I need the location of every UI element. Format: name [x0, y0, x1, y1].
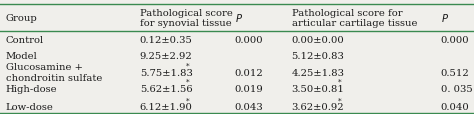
Text: 0.12±0.35: 0.12±0.35	[140, 35, 193, 44]
Text: 0. 035: 0. 035	[441, 84, 473, 93]
Text: 6.12±1.90: 6.12±1.90	[140, 102, 193, 111]
Text: Control: Control	[6, 35, 44, 44]
Text: 3.62±0.92: 3.62±0.92	[292, 102, 344, 111]
Text: Glucosamine +
chondroitin sulfate: Glucosamine + chondroitin sulfate	[6, 63, 102, 82]
Text: 0.043: 0.043	[235, 102, 264, 111]
Text: $\it{P}$: $\it{P}$	[235, 12, 243, 24]
Text: 0.000: 0.000	[235, 35, 263, 44]
Text: 0.000: 0.000	[441, 35, 469, 44]
Text: High-dose: High-dose	[6, 84, 57, 93]
Text: 0.00±0.00: 0.00±0.00	[292, 35, 344, 44]
Text: Model: Model	[6, 51, 37, 60]
Text: *: *	[337, 78, 341, 86]
Text: Low-dose: Low-dose	[6, 102, 54, 111]
Text: Group: Group	[6, 14, 37, 23]
Text: 9.25±2.92: 9.25±2.92	[140, 51, 192, 60]
Text: 0.019: 0.019	[235, 84, 264, 93]
Text: 5.75±1.83: 5.75±1.83	[140, 68, 193, 77]
Text: *: *	[186, 78, 190, 86]
Text: 0.512: 0.512	[441, 68, 470, 77]
Text: 0.012: 0.012	[235, 68, 264, 77]
Text: *: *	[186, 62, 190, 70]
Text: $\it{P}$: $\it{P}$	[441, 12, 449, 24]
Text: 5.12±0.83: 5.12±0.83	[292, 51, 345, 60]
Text: 3.50±0.81: 3.50±0.81	[292, 84, 345, 93]
Text: *: *	[337, 96, 341, 104]
Text: 0.040: 0.040	[441, 102, 470, 111]
Text: 4.25±1.83: 4.25±1.83	[292, 68, 345, 77]
Text: *: *	[186, 96, 190, 104]
Text: Pathological score
for synovial tissue: Pathological score for synovial tissue	[140, 8, 233, 28]
Text: 5.62±1.56: 5.62±1.56	[140, 84, 192, 93]
Text: Pathological score for
articular cartilage tissue: Pathological score for articular cartila…	[292, 8, 417, 28]
